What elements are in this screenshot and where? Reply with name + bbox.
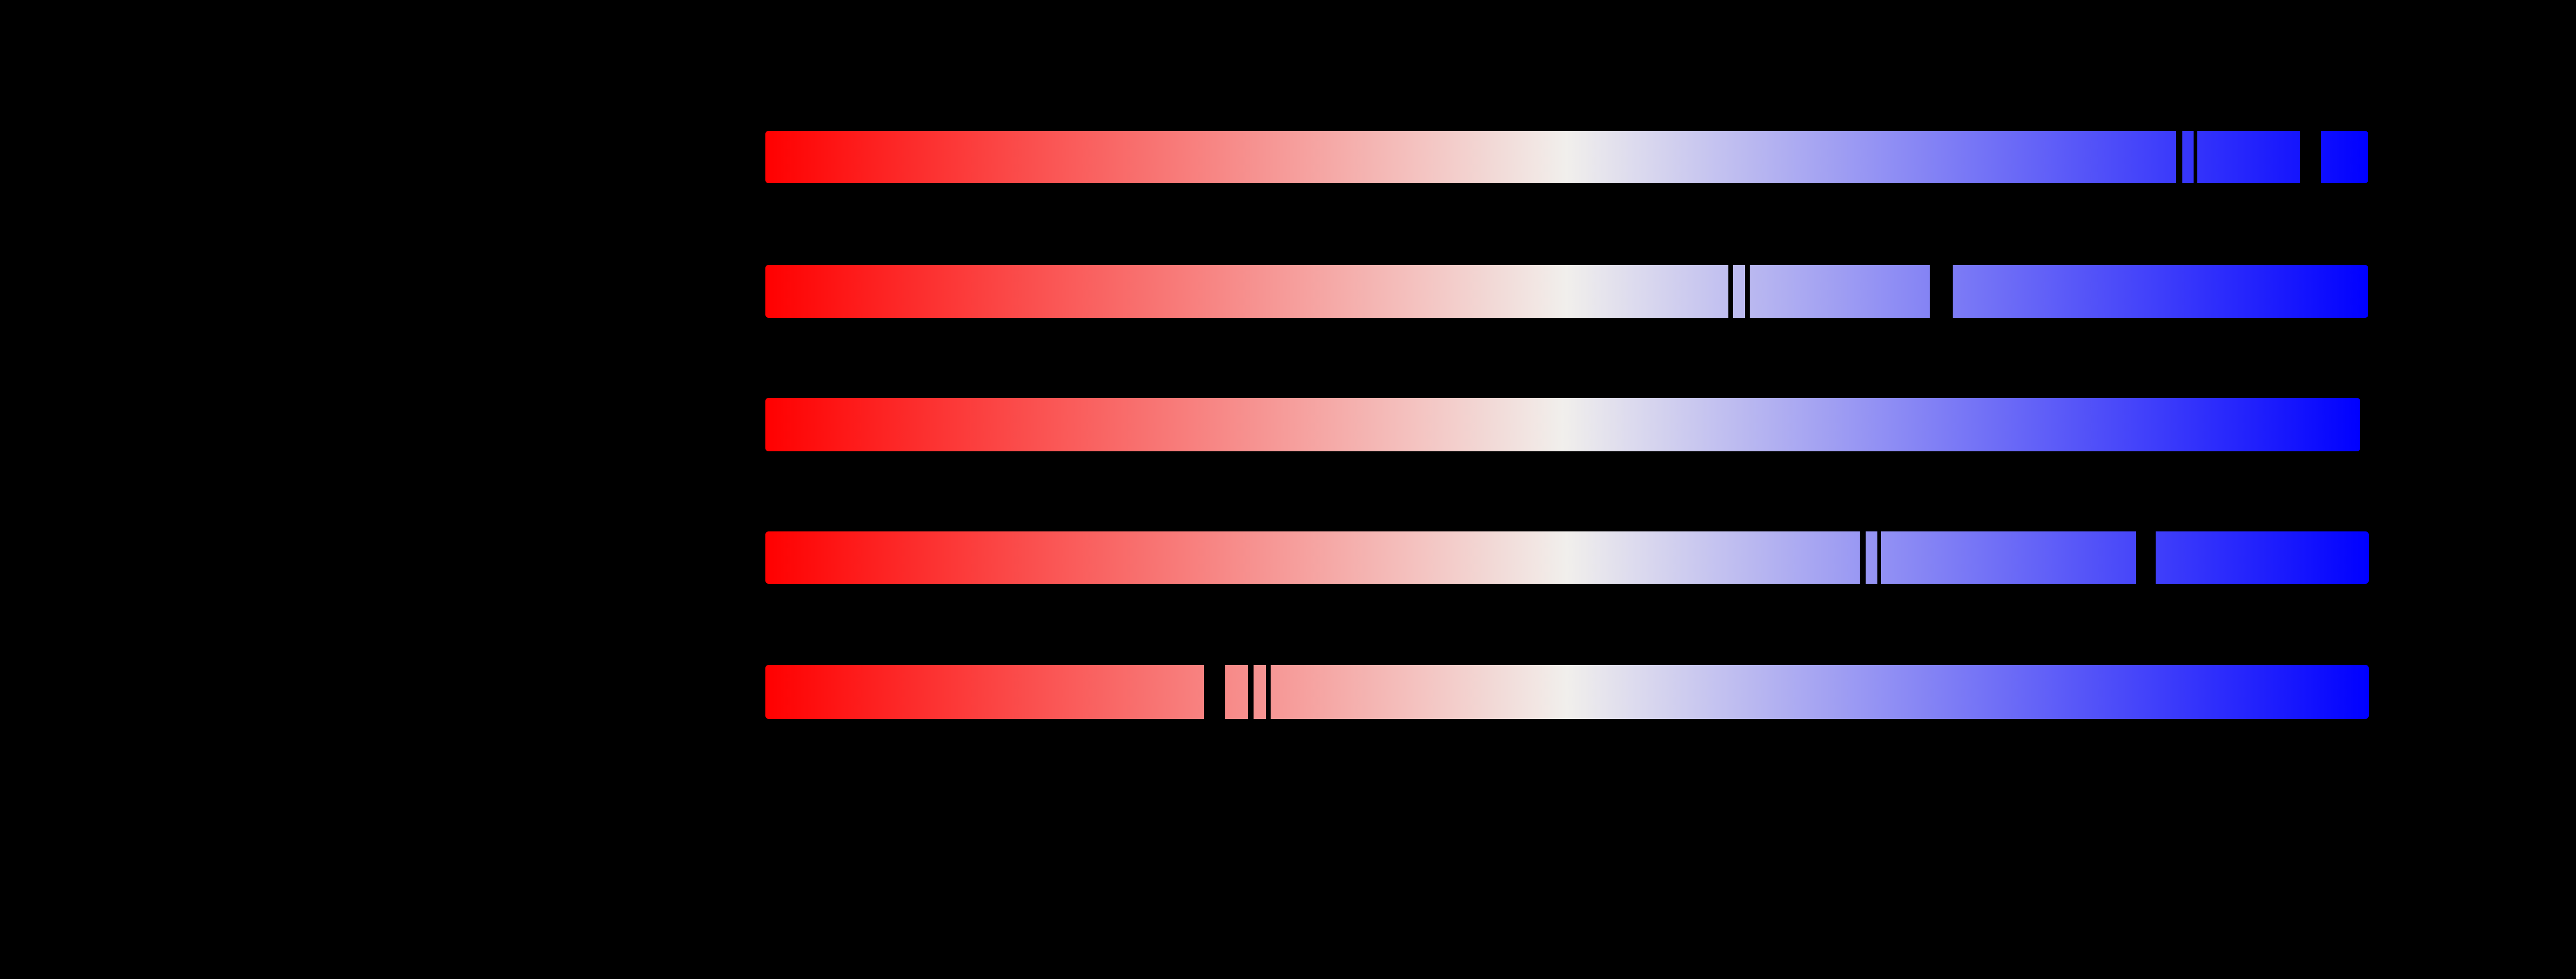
gradient-bar-row-3 — [765, 398, 2360, 451]
gap-marker — [1877, 531, 1881, 584]
gap-marker — [2300, 130, 2321, 184]
gradient-bar-row-5 — [765, 664, 2369, 719]
gap-marker — [1204, 664, 1225, 719]
gradient-bar-row-2 — [765, 264, 2368, 318]
gap-marker — [1728, 264, 1733, 318]
gap-marker — [1745, 264, 1750, 318]
gap-marker — [2176, 130, 2182, 184]
gradient-bar-row-1 — [765, 130, 2368, 184]
gap-marker — [2194, 130, 2197, 184]
gradient-bar-row-4 — [765, 531, 2369, 584]
gap-marker — [1860, 531, 1866, 584]
gap-marker — [1248, 664, 1254, 719]
gap-marker — [1930, 264, 1953, 318]
gap-marker — [2136, 531, 2156, 584]
gap-marker — [1266, 664, 1271, 719]
